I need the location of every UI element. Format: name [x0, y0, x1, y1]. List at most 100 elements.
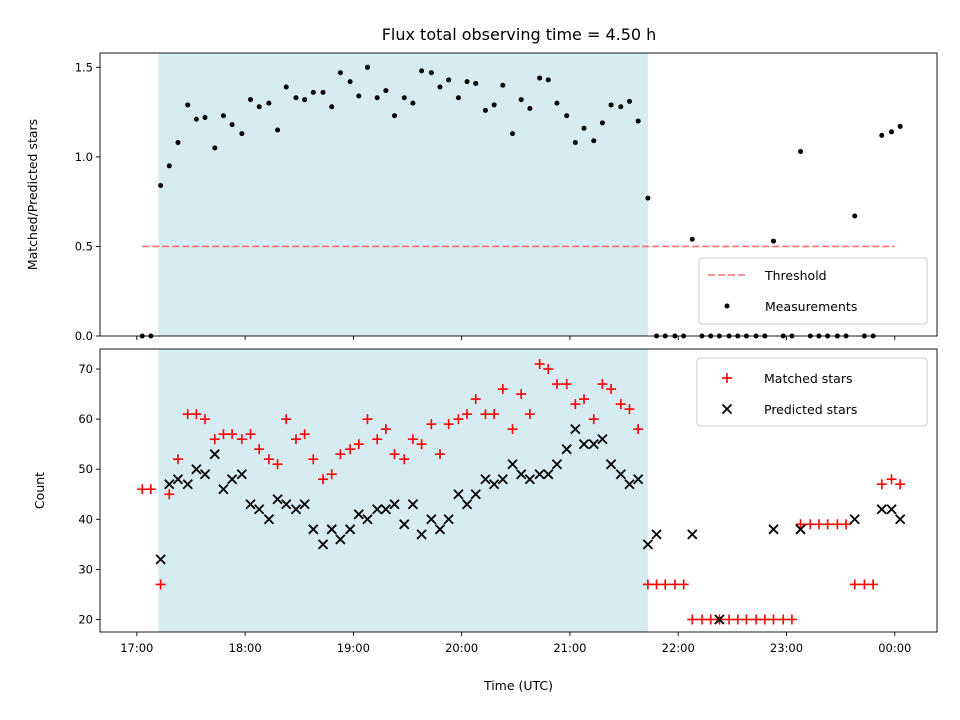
measurement-point — [581, 125, 587, 131]
predicted-point — [624, 479, 635, 490]
y-tick-label: 50 — [78, 462, 93, 476]
measurement-point — [410, 100, 416, 106]
predicted-point — [642, 539, 654, 550]
measurement-point — [554, 100, 560, 106]
matched-point — [886, 474, 897, 485]
predicted-point — [182, 479, 193, 490]
matched-point — [561, 379, 572, 390]
x-tick-label: 18:00 — [229, 641, 262, 655]
matched-point — [588, 414, 599, 425]
predicted-point — [849, 514, 860, 525]
y-tick-label: 1.0 — [75, 150, 93, 164]
x-tick-label: 00:00 — [878, 641, 911, 655]
matched-point — [751, 614, 762, 625]
measurement-point — [879, 132, 885, 138]
predicted-point — [516, 469, 527, 480]
measurement-point — [293, 95, 299, 101]
predicted-point — [578, 439, 590, 450]
x-tick-label: 21:00 — [553, 641, 586, 655]
measurement-point — [464, 79, 470, 85]
predicted-point — [218, 484, 229, 495]
matched-point — [697, 614, 708, 625]
predicted-point — [399, 519, 410, 530]
matched-point — [462, 409, 473, 420]
matched-point — [245, 429, 256, 440]
matched-point — [633, 424, 644, 435]
measurement-point — [248, 97, 254, 103]
measurement-point — [185, 102, 191, 108]
matched-point — [724, 614, 735, 625]
predicted-point — [687, 529, 698, 540]
measurement-point — [437, 84, 443, 90]
matched-point — [497, 384, 508, 395]
matched-point — [759, 614, 770, 625]
predicted-point — [191, 464, 202, 475]
measurement-point — [364, 64, 370, 70]
matched-point — [299, 429, 310, 440]
matched-point — [145, 484, 156, 495]
predicted-point — [876, 504, 887, 515]
measurement-point — [202, 114, 208, 120]
predicted-point — [714, 614, 725, 625]
y-tick-label: 1.5 — [75, 60, 93, 74]
legend-cross — [721, 403, 733, 415]
predicted-point — [443, 514, 454, 525]
matched-point — [597, 379, 608, 390]
predicted-point — [480, 474, 491, 485]
predicted-point — [389, 499, 400, 510]
matched-point — [705, 614, 716, 625]
matched-point — [624, 404, 635, 415]
predicted-point — [254, 504, 265, 515]
measurement-point — [618, 104, 624, 110]
predicted-point — [362, 514, 373, 525]
predicted-point — [317, 539, 329, 550]
matched-point — [290, 434, 301, 445]
matched-point — [651, 579, 662, 590]
matched-point — [687, 614, 698, 625]
bottom-y-axis: 20 30 40 50 60 70 — [78, 362, 100, 626]
x-tick-label: 20:00 — [445, 641, 478, 655]
matched-point — [876, 479, 887, 490]
measurement-point — [347, 79, 353, 85]
measurement-point — [212, 145, 218, 151]
predicted-point — [561, 444, 572, 455]
predicted-point — [651, 529, 662, 540]
measurement-point — [193, 116, 199, 122]
predicted-point — [588, 439, 599, 450]
measurement-point — [689, 236, 695, 242]
bottom-y-axis-label: Count — [32, 472, 47, 509]
y-tick-label: 0.0 — [75, 329, 93, 343]
bottom-x-axis: 17:00 18:00 19:00 20:00 21:00 22:00 23:00 00:00 — [120, 632, 911, 655]
matched-point — [191, 409, 202, 420]
top-observing-span — [158, 53, 648, 336]
predicted-point — [335, 534, 346, 545]
matched-point — [443, 419, 454, 430]
measurement-point — [537, 75, 543, 81]
matched-point — [254, 444, 265, 455]
matched-point — [218, 429, 229, 440]
measurement-point — [889, 129, 895, 135]
measurement-point — [374, 95, 380, 101]
measurement-point — [320, 89, 326, 95]
predicted-point — [155, 554, 166, 565]
matched-point — [407, 434, 418, 445]
predicted-point — [768, 524, 779, 535]
predicted-point — [372, 504, 383, 515]
measurement-point — [302, 97, 308, 103]
measurement-point — [283, 84, 289, 90]
matched-point — [326, 469, 337, 480]
predicted-point — [895, 514, 906, 525]
measurement-point — [419, 68, 425, 74]
matched-point — [534, 359, 545, 370]
legend-plus — [722, 373, 732, 383]
predicted-point — [461, 499, 473, 510]
matched-point — [741, 614, 752, 625]
matched-point — [453, 414, 464, 425]
matched-point — [426, 419, 437, 430]
measurement-point — [518, 97, 524, 103]
predicted-point — [226, 474, 238, 485]
measurement-point — [482, 107, 488, 113]
top-legend-box — [698, 257, 928, 325]
matched-point — [895, 479, 906, 490]
